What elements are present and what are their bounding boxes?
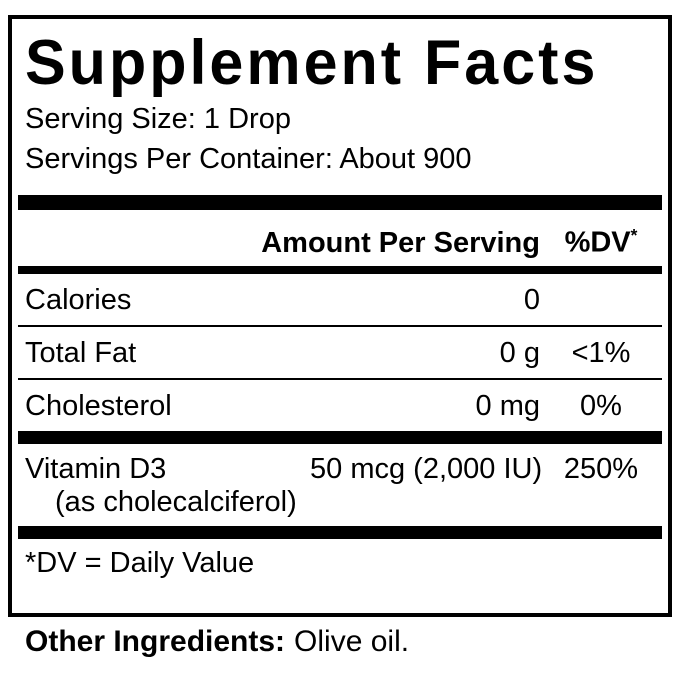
other-ingredients-line: Other Ingredients: Olive oil. [25, 625, 409, 659]
separator-bar-bottom [18, 525, 662, 539]
vitamin-d3-main-line: Vitamin D3 50 mcg (2,000 IU) 250% [18, 454, 662, 484]
other-ingredients-value: Olive oil. [294, 625, 410, 658]
table-row-total-fat: Total Fat 0 g <1% [18, 327, 662, 380]
panel-title: Supplement Facts [25, 27, 599, 98]
serving-size-line: Serving Size: 1 Drop [25, 103, 291, 135]
table-row-cholesterol: Cholesterol 0 mg 0% [18, 380, 662, 431]
separator-bar-header [18, 265, 662, 274]
row-name: Vitamin D3 [25, 452, 167, 485]
row-amount: 0 g [499, 336, 540, 369]
row-amount: 50 mcg (2,000 IU) [310, 452, 543, 485]
row-amount: 0 mg [475, 389, 540, 422]
servings-per-container-line: Servings Per Container: About 900 [25, 143, 472, 175]
separator-bar-top [18, 195, 662, 210]
other-ingredients-label: Other Ingredients: [25, 625, 286, 658]
row-name: Cholesterol [25, 389, 172, 422]
row-dv: 250% [563, 452, 639, 485]
dv-label: %DV [564, 226, 631, 259]
separator-bar-middle [18, 430, 662, 444]
amount-per-serving-header: Amount Per Serving [261, 226, 540, 259]
vitamin-d3-source-detail: (as cholecalciferol) [55, 485, 297, 518]
row-name: Total Fat [25, 336, 137, 369]
supplement-facts-panel: Supplement Facts Serving Size: 1 Drop Se… [8, 15, 672, 617]
row-amount: 0 [523, 283, 540, 316]
dv-asterisk: * [630, 225, 638, 245]
table-row-calories: Calories 0 [18, 274, 662, 327]
row-dv: <1% [571, 336, 631, 369]
row-name: Calories [25, 283, 132, 316]
row-dv: 0% [580, 389, 622, 422]
table-row-vitamin-d3: Vitamin D3 50 mcg (2,000 IU) 250% (as ch… [18, 444, 662, 526]
column-header-row: Amount Per Serving %DV* [18, 210, 662, 266]
percent-dv-header: %DV* [540, 220, 662, 258]
dv-footnote: *DV = Daily Value [25, 546, 255, 579]
